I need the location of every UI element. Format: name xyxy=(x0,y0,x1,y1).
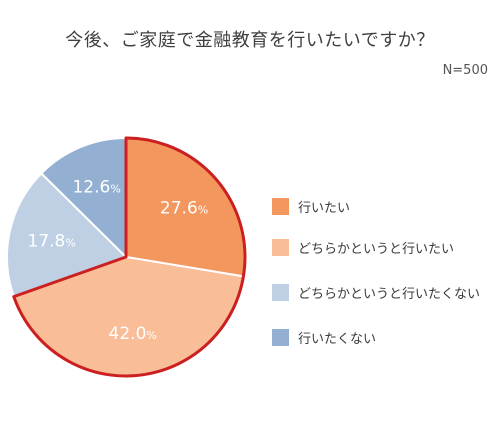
legend-label: 行いたい xyxy=(298,200,351,216)
legend-swatch xyxy=(272,283,289,301)
legend-label: 行いたくない xyxy=(298,331,377,347)
legend-label: どちらかというと行いたい xyxy=(298,241,455,257)
slice-value: 12.6 xyxy=(72,178,110,198)
legend-item-3: どちらかというと行いたくない xyxy=(272,282,480,302)
slice-value: 27.6 xyxy=(160,199,198,219)
sample-size-label: N=500 xyxy=(442,63,488,78)
legend-item-2: どちらかというと行いたい xyxy=(272,237,454,257)
highlight-outline xyxy=(12,136,247,378)
slice-value: 17.8 xyxy=(28,231,66,251)
slice-unit: % xyxy=(198,204,208,217)
slice-value: 42.0 xyxy=(109,324,147,344)
pie-slice-3 xyxy=(6,172,127,298)
pie-slice-label-3: 17.8% xyxy=(28,231,76,251)
slice-unit: % xyxy=(65,236,75,249)
legend-swatch xyxy=(272,197,289,215)
legend-item-1: 行いたい xyxy=(272,196,350,216)
slice-unit: % xyxy=(110,183,120,196)
legend-label: どちらかというと行いたくない xyxy=(298,286,481,302)
pie-slice-4 xyxy=(40,137,127,258)
chart-title: 今後、ご家庭で金融教育を行いたいですか？ xyxy=(65,30,435,51)
legend-swatch xyxy=(272,238,289,256)
legend-item-4: 行いたくない xyxy=(272,327,376,347)
pie-slice-label-2: 42.0% xyxy=(109,324,157,344)
pie-slice-label-4: 12.6% xyxy=(72,178,120,198)
legend-swatch xyxy=(272,328,289,346)
slice-unit: % xyxy=(146,329,156,342)
pie-slice-label-1: 27.6% xyxy=(160,199,208,219)
